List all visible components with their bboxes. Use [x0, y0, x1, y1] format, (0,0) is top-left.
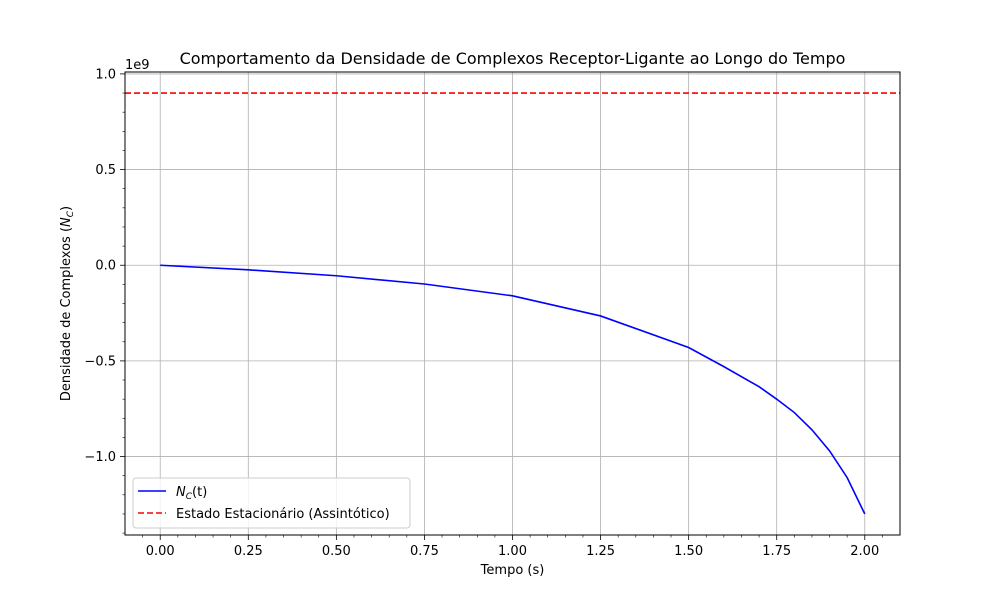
x-tick-label: 0.75 — [410, 544, 439, 559]
x-tick-label: 1.25 — [586, 544, 615, 559]
y-tick-label: −0.5 — [84, 354, 116, 369]
ticks: 0.00 0.25 0.50 0.75 1.00 1.25 1.50 1.75 2.00 −1.0… — [84, 67, 883, 559]
y-axis-label-sub: C — [66, 210, 76, 217]
x-tick-label: 0.00 — [146, 544, 175, 559]
x-tick-label: 1.50 — [674, 544, 703, 559]
legend-box — [132, 477, 411, 529]
y-tick-label: 0.0 — [95, 259, 116, 274]
x-tick-label: 2.00 — [850, 544, 879, 559]
chart-title: Comportamento da Densidade de Complexos … — [180, 49, 846, 68]
x-tick-label: 0.25 — [234, 544, 263, 559]
x-tick-label: 1.75 — [762, 544, 791, 559]
x-axis-label: Tempo (s) — [480, 563, 545, 578]
y-tick-label: −1.0 — [84, 450, 116, 465]
legend-nc-var: N — [176, 485, 186, 500]
y-axis-label-suffix: ) — [59, 206, 74, 211]
legend-nc-sub: C — [186, 492, 193, 502]
x-tick-label: 1.00 — [498, 544, 527, 559]
y-axis-label-prefix: Densidade de Complexos ( — [59, 227, 74, 401]
grid — [125, 72, 900, 535]
y-tick-label: 0.5 — [95, 163, 116, 178]
legend: NC(t) Estado Estacionário (Assintótico) — [132, 477, 411, 529]
series-line-nc — [160, 264, 866, 515]
y-offset-label: 1e9 — [125, 58, 150, 73]
y-axis-label-var: N — [59, 217, 74, 227]
legend-entry-nc: NC(t) — [176, 485, 207, 502]
plot-area — [125, 92, 900, 515]
legend-nc-arg: (t) — [192, 485, 207, 500]
x-tick-label: 0.50 — [322, 544, 351, 559]
legend-entry-steady-state: Estado Estacionário (Assintótico) — [176, 507, 390, 522]
y-axis-label: Densidade de Complexos (NC) — [59, 206, 76, 401]
y-tick-label: 1.0 — [95, 67, 116, 82]
